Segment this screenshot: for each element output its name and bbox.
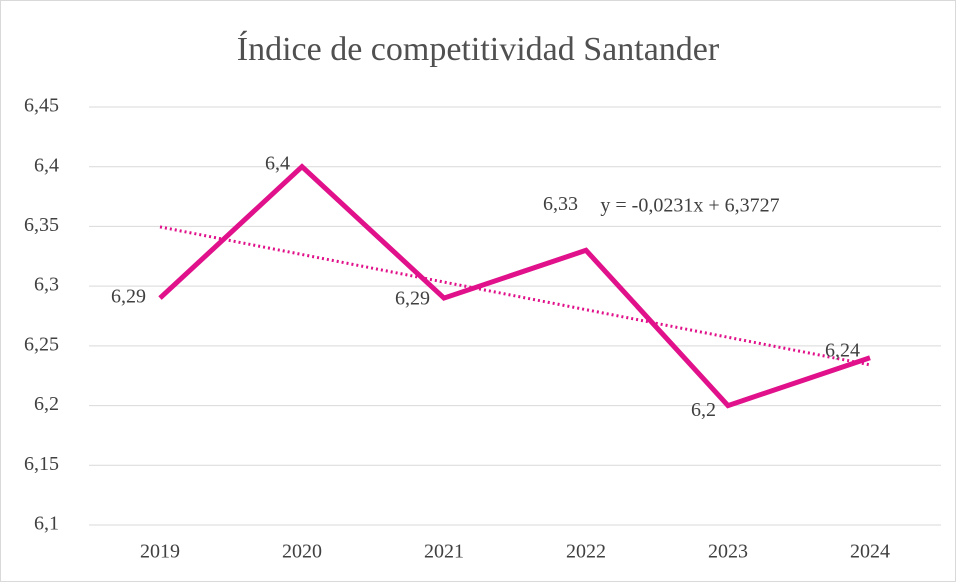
x-tick-label: 2021 xyxy=(424,541,464,563)
y-tick-label: 6,4 xyxy=(34,154,59,176)
x-tick-label: 2020 xyxy=(282,541,322,563)
x-tick-label: 2019 xyxy=(140,541,180,563)
y-tick-label: 6,25 xyxy=(24,333,59,355)
chart-title: Índice de competitividad Santander xyxy=(237,31,720,68)
data-label: 6,29 xyxy=(111,286,146,308)
x-tick-label: 2024 xyxy=(850,541,890,563)
data-label: 6,29 xyxy=(395,288,430,310)
y-tick-label: 6,45 xyxy=(24,95,59,117)
y-tick-label: 6,3 xyxy=(34,274,59,296)
trendline xyxy=(159,225,871,367)
data-label: 6,33 xyxy=(543,193,578,215)
y-tick-label: 6,35 xyxy=(24,214,59,236)
trendline-label: y = -0,0231x + 6,3727 xyxy=(600,195,779,217)
x-tick-label: 2023 xyxy=(708,541,748,563)
data-label: 6,4 xyxy=(265,152,290,174)
y-tick-label: 6,15 xyxy=(24,453,59,475)
data-label: 6,2 xyxy=(691,399,716,421)
data-label: 6,24 xyxy=(825,339,860,361)
y-tick-label: 6,2 xyxy=(34,393,59,415)
y-tick-label: 6,1 xyxy=(34,513,59,535)
series-line xyxy=(158,163,871,409)
x-tick-label: 2022 xyxy=(566,541,606,563)
